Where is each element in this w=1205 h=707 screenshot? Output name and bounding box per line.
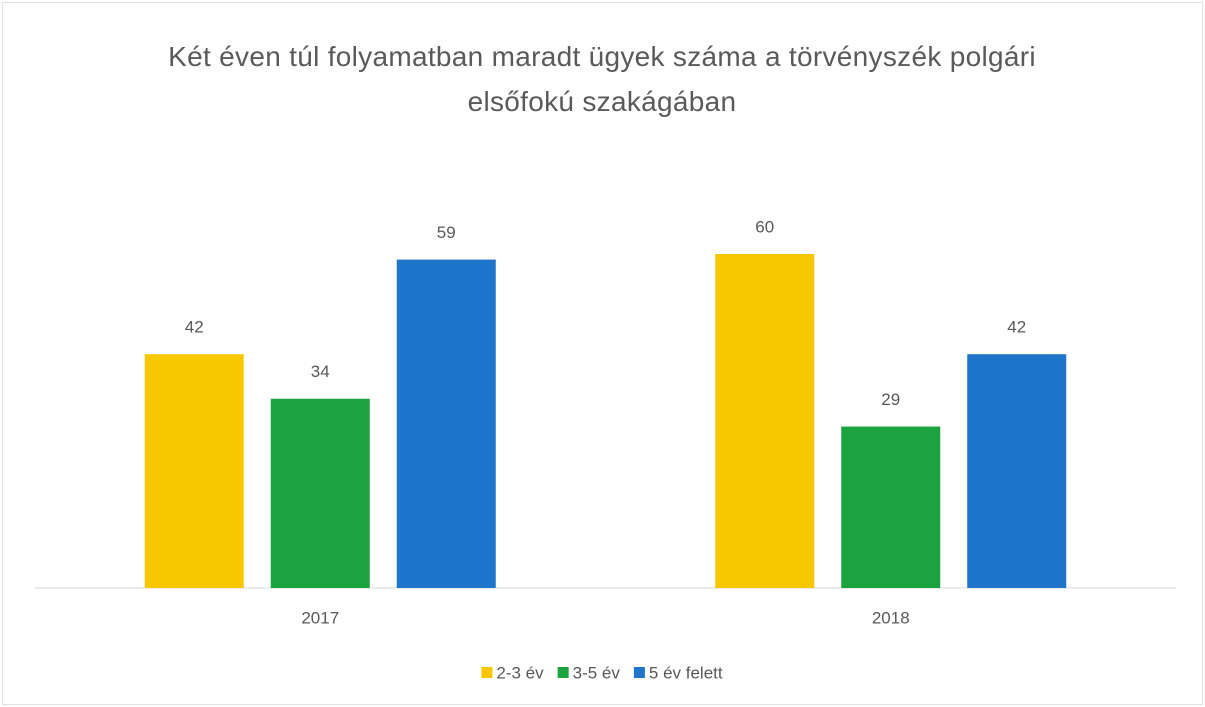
bar [967, 354, 1067, 588]
data-label: 29 [881, 390, 900, 409]
bar [270, 398, 370, 588]
bar [715, 254, 815, 588]
data-label: 34 [311, 362, 330, 381]
x-tick-label: 2017 [301, 608, 339, 627]
bar [396, 259, 496, 588]
legend-item: 2-3 év [481, 663, 544, 682]
legend-swatch [481, 667, 493, 678]
legend-label: 2-3 év [496, 663, 544, 682]
data-label: 59 [437, 223, 456, 242]
bar [144, 354, 244, 588]
legend-swatch [557, 667, 569, 678]
x-tick-label: 2018 [872, 608, 910, 627]
legend-label: 5 év felett [649, 663, 723, 682]
data-label: 42 [185, 318, 204, 337]
data-label: 60 [755, 217, 774, 236]
legend-item: 5 év felett [633, 663, 723, 682]
legend-label: 3-5 év [573, 663, 621, 682]
legend-swatch [633, 667, 645, 678]
chart-title: Két éven túl folyamatban maradt ügyek sz… [168, 41, 1036, 117]
legend-item: 3-5 év [557, 663, 621, 682]
data-label: 42 [1007, 318, 1026, 337]
bar [841, 426, 941, 588]
